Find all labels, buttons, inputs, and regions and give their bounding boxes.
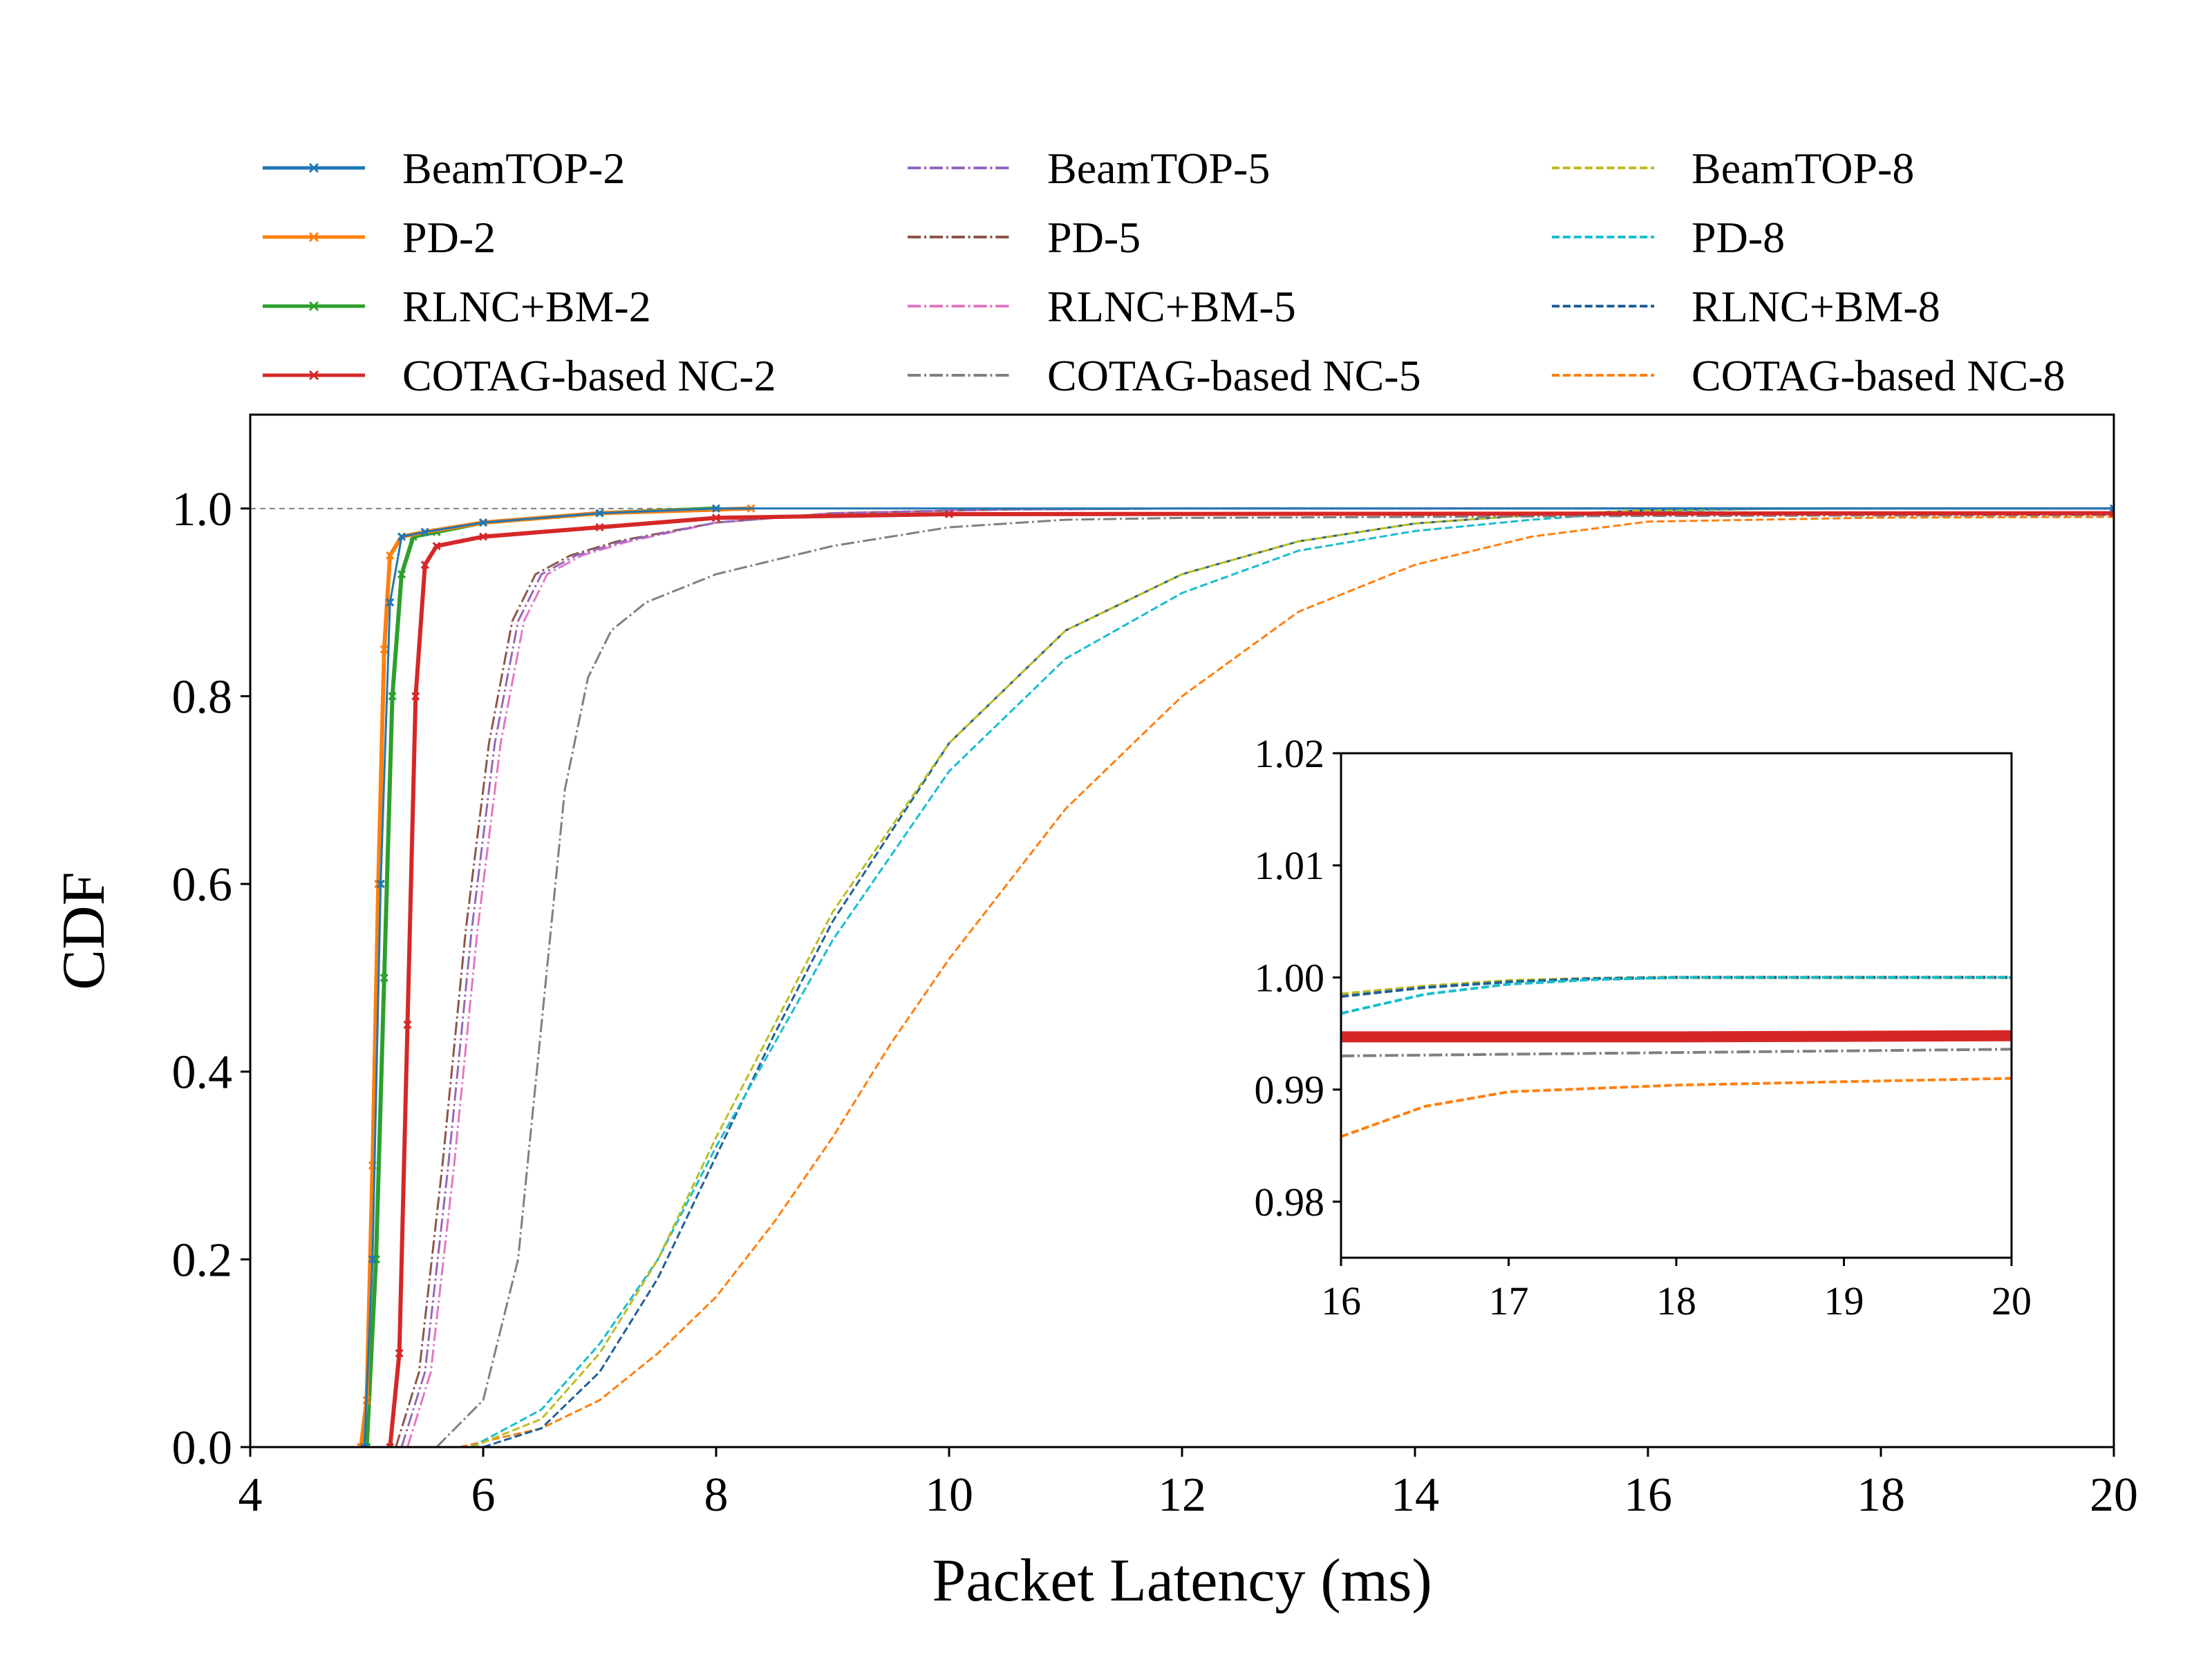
marker-cotag-based-nc-2 bbox=[420, 560, 429, 569]
marker-rlnc-bm-2 bbox=[388, 692, 397, 701]
legend-label-beamtop-8: BeamTOP-8 bbox=[1691, 144, 1914, 193]
marker-beamtop-2 bbox=[386, 598, 395, 607]
series-line-pd-8-2 bbox=[471, 507, 2114, 1447]
x-tick-label: 14 bbox=[1391, 1469, 1439, 1522]
marker-cotag-based-nc-2 bbox=[411, 692, 420, 701]
series-line-beamtop-2-11 bbox=[363, 507, 2114, 1447]
x-axis-label: Packet Latency (ms) bbox=[932, 1547, 1432, 1614]
x-tick-label: 16 bbox=[1624, 1469, 1672, 1522]
marker-pd-2 bbox=[379, 645, 388, 654]
y-tick-label: 0.4 bbox=[172, 1046, 233, 1099]
marker-rlnc-bm-2 bbox=[379, 973, 388, 982]
marker-beamtop-2 bbox=[368, 1255, 377, 1264]
legend: BeamTOP-2 PD-2 RLNC+BM-2 COTAG-based NC-2 Be… bbox=[263, 144, 2065, 400]
legend-label-cotag-based-nc-8: COTAG-based NC-8 bbox=[1691, 351, 2065, 400]
inset-series-line-cotag-based-nc-8-5 bbox=[1341, 1077, 2012, 1138]
y-tick-label: 0.8 bbox=[172, 670, 233, 724]
marker-cotag-based-nc-2 bbox=[432, 542, 441, 551]
series-line-rlnc-bm-5-5 bbox=[406, 507, 2114, 1447]
marker-cotag-based-nc-2 bbox=[386, 1442, 395, 1447]
series-line-pd-5-6 bbox=[395, 507, 2114, 1447]
inset-series-line-cotag-based-nc-5-4 bbox=[1341, 1048, 2012, 1057]
marker-cotag-based-nc-2 bbox=[478, 532, 488, 541]
markers-beamtop-2 bbox=[360, 504, 2114, 1447]
y-tick-label: 1.0 bbox=[172, 483, 233, 536]
marker-cotag-based-nc-2 bbox=[395, 1349, 404, 1358]
series-line-beamtop-5-7 bbox=[400, 507, 2114, 1447]
y-tick-label: 0.2 bbox=[172, 1234, 233, 1287]
legend-label-beamtop-2: BeamTOP-2 bbox=[402, 144, 625, 193]
legend-marker-rlnc-bm-2 bbox=[308, 301, 319, 312]
marker-beamtop-2 bbox=[397, 532, 406, 541]
legend-label-rlnc-bm-2: RLNC+BM-2 bbox=[402, 282, 651, 331]
marker-cotag-based-nc-2 bbox=[595, 522, 604, 532]
y-tick-label: 0.0 bbox=[172, 1422, 233, 1475]
marker-cotag-based-nc-2 bbox=[944, 509, 954, 519]
y-axis-label: CDF bbox=[50, 871, 118, 990]
marker-cotag-based-nc-2 bbox=[403, 1020, 412, 1029]
legend-label-pd-5: PD-5 bbox=[1047, 213, 1141, 262]
legend-label-cotag-based-nc-2: COTAG-based NC-2 bbox=[402, 351, 776, 400]
x-tick-label: 20 bbox=[2090, 1469, 2138, 1522]
x-tick-label: 4 bbox=[238, 1469, 263, 1522]
inset-series-line-cotag-based-nc-2-3 bbox=[1341, 1030, 2012, 1043]
marker-beamtop-2 bbox=[420, 527, 429, 536]
inset-y-tick-label: 0.98 bbox=[1255, 1180, 1325, 1225]
legend-label-rlnc-bm-5: RLNC+BM-5 bbox=[1047, 282, 1296, 331]
marker-beamtop-2 bbox=[376, 880, 385, 889]
inset-y-tick-label: 0.99 bbox=[1255, 1068, 1325, 1113]
inset-x-tick-label: 18 bbox=[1656, 1278, 1696, 1323]
legend-label-rlnc-bm-8: RLNC+BM-8 bbox=[1691, 282, 1940, 331]
marker-beamtop-2 bbox=[595, 509, 604, 518]
legend-marker-pd-2 bbox=[308, 232, 319, 243]
inset-background bbox=[1341, 753, 2012, 1258]
inset-x-tick-label: 16 bbox=[1321, 1278, 1361, 1323]
inset-y-tick-label: 1.00 bbox=[1255, 955, 1325, 1000]
legend-label-pd-2: PD-2 bbox=[402, 213, 496, 262]
inset-x-tick-label: 17 bbox=[1489, 1278, 1529, 1323]
legend-label-cotag-based-nc-5: COTAG-based NC-5 bbox=[1047, 351, 1421, 400]
x-tick-label: 10 bbox=[925, 1469, 973, 1522]
y-tick-label: 0.6 bbox=[172, 858, 233, 912]
legend-marker-beamtop-2 bbox=[308, 162, 319, 173]
series-line-beamtop-8-3 bbox=[471, 507, 2114, 1447]
inset-x-tick-label: 19 bbox=[1824, 1278, 1864, 1323]
x-tick-label: 12 bbox=[1158, 1469, 1206, 1522]
main-plot: 4 6 8 10 12 14 16 18 20 0.0 0.2 0.4 0.6 0.8 1.0 Packet … bbox=[50, 413, 2138, 1614]
x-tick-label: 6 bbox=[471, 1469, 496, 1522]
marker-rlnc-bm-2 bbox=[397, 569, 406, 578]
x-tick-label: 18 bbox=[1857, 1469, 1905, 1522]
inset-x-tick-label: 20 bbox=[1991, 1278, 2032, 1323]
legend-marker-cotag-based-nc-2 bbox=[308, 370, 319, 381]
x-tick-label: 8 bbox=[704, 1469, 729, 1522]
series-line-cotag-based-nc-8-0 bbox=[459, 516, 2114, 1447]
inset-y-tick-label: 1.02 bbox=[1255, 731, 1325, 776]
inset-y-tick-label: 1.01 bbox=[1255, 843, 1325, 888]
inset-series-line-pd-8-2 bbox=[1341, 976, 2012, 1015]
marker-beamtop-2 bbox=[711, 504, 721, 513]
inset-plot: 16 17 18 19 20 0.98 0.99 1.00 1.01 1.02 bbox=[1255, 731, 2032, 1323]
legend-label-beamtop-5: BeamTOP-5 bbox=[1047, 144, 1270, 193]
marker-beamtop-2 bbox=[2109, 504, 2114, 513]
inset-series-line-rlnc-bm-8-1 bbox=[1341, 976, 2012, 998]
series-line-cotag-based-nc-5-4 bbox=[435, 513, 2114, 1447]
marker-cotag-based-nc-2 bbox=[711, 513, 721, 522]
marker-beamtop-2 bbox=[360, 1442, 369, 1447]
marker-pd-2 bbox=[386, 551, 395, 560]
legend-label-pd-8: PD-8 bbox=[1691, 213, 1785, 262]
marker-beamtop-2 bbox=[478, 518, 488, 527]
